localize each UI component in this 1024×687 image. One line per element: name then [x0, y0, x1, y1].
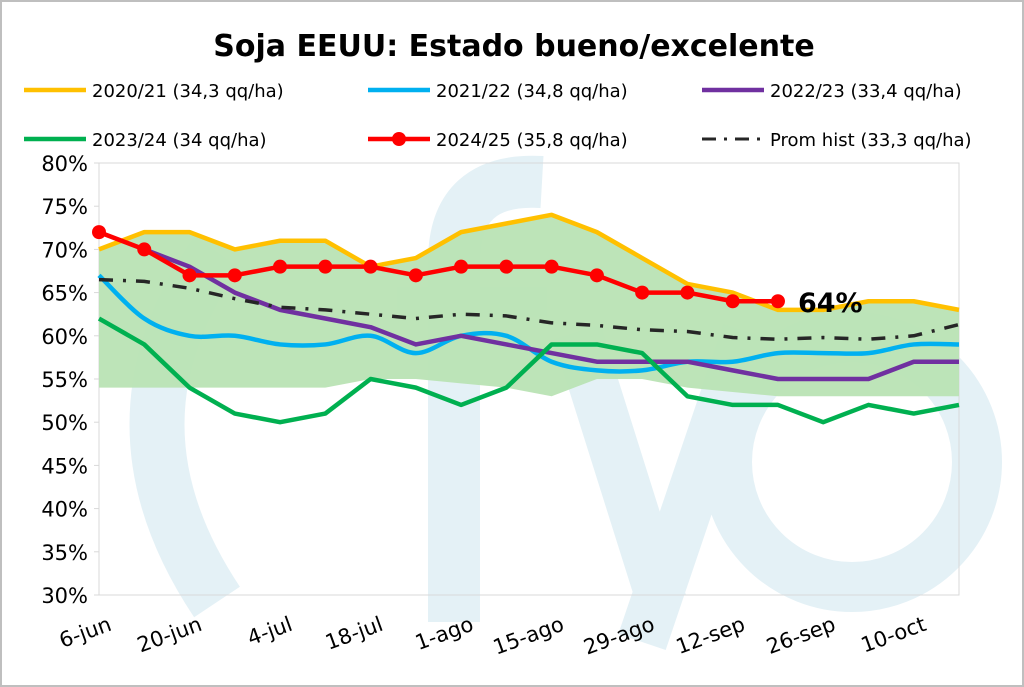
legend-marker	[392, 132, 406, 146]
x-tick-label: 6-jun	[56, 612, 114, 653]
data-point-marker	[318, 259, 333, 274]
range-band	[99, 214, 959, 397]
legend-label: Prom hist (33,3 qq/ha)	[770, 130, 972, 151]
y-tick-label: 30%	[41, 584, 88, 608]
data-point-marker	[92, 225, 106, 240]
data-point-marker	[499, 259, 514, 274]
data-point-marker	[770, 294, 785, 309]
annotations: 64%	[798, 288, 863, 319]
legend-item: Prom hist (33,3 qq/ha)	[702, 130, 972, 151]
legend-label: 2020/21 (34,3 qq/ha)	[92, 81, 284, 102]
series-lines	[92, 212, 960, 425]
x-tick-label: 18-jul	[322, 612, 386, 655]
data-point-marker	[227, 268, 242, 283]
y-tick-label: 55%	[41, 368, 88, 392]
series-line-Prom	[98, 277, 960, 342]
data-point-marker	[454, 259, 469, 274]
data-point-marker	[725, 294, 740, 309]
x-tick-label: 12-sep	[673, 612, 748, 659]
y-tick-label: 45%	[41, 454, 88, 478]
legend-label: 2021/22 (34,8 qq/ha)	[436, 81, 628, 102]
legend-label: 2024/25 (35,8 qq/ha)	[436, 130, 628, 151]
series-line-2023-24	[97, 316, 960, 425]
series-line-2020-21	[98, 212, 960, 313]
x-tick-label: 15-ago	[490, 612, 567, 660]
y-tick-label: 65%	[41, 282, 88, 306]
legend-label: 2022/23 (33,4 qq/ha)	[770, 81, 962, 102]
series-line-2024-25	[98, 230, 778, 304]
x-tick-label: 4-jul	[244, 612, 295, 650]
y-tick-label: 50%	[41, 411, 88, 435]
chart-title: Soja EEUU: Estado bueno/excelente	[213, 29, 814, 64]
y-tick-label: 60%	[41, 325, 88, 349]
data-point-marker	[137, 242, 152, 257]
data-point-marker	[544, 259, 559, 274]
x-tick-label: 10-oct	[858, 612, 929, 658]
y-tick-label: 35%	[41, 541, 88, 565]
data-point-marker	[635, 285, 650, 300]
data-point-marker	[408, 268, 423, 283]
y-tick-label: 70%	[41, 238, 88, 262]
data-point-marker	[589, 268, 604, 283]
legend-item: 2024/25 (35,8 qq/ha)	[368, 130, 628, 151]
legend-item: 2021/22 (34,8 qq/ha)	[368, 81, 628, 102]
y-tick-label: 75%	[41, 195, 88, 219]
data-point-marker	[182, 268, 197, 283]
data-point-marker	[680, 285, 695, 300]
y-axis: 30% 35% 40% 45% 50% 55% 60% 65% 70% 75% 80%	[41, 152, 99, 608]
legend: 2020/21 (34,3 qq/ha) 2021/22 (34,8 qq/ha)…	[24, 81, 972, 151]
x-tick-label: 20-jun	[134, 612, 205, 657]
legend-item: 2020/21 (34,3 qq/ha)	[24, 81, 284, 102]
annotation-label: 64%	[798, 288, 863, 319]
data-point-marker	[273, 259, 288, 274]
y-tick-label: 80%	[41, 152, 88, 176]
x-tick-label: 29-ago	[580, 612, 657, 660]
series-line-2022-23	[143, 247, 959, 382]
legend-item: 2022/23 (33,4 qq/ha)	[702, 81, 962, 102]
legend-item: 2023/24 (34 qq/ha)	[24, 130, 267, 151]
x-tick-label: 26-sep	[763, 612, 838, 659]
legend-label: 2023/24 (34 qq/ha)	[92, 130, 267, 151]
range-band-area	[99, 214, 959, 397]
x-axis: 6-jun 20-jun 4-jul 18-jul 1-ago 15-ago 29-ago 1…	[56, 612, 929, 660]
data-point-marker	[363, 259, 378, 274]
y-tick-label: 40%	[41, 498, 88, 522]
